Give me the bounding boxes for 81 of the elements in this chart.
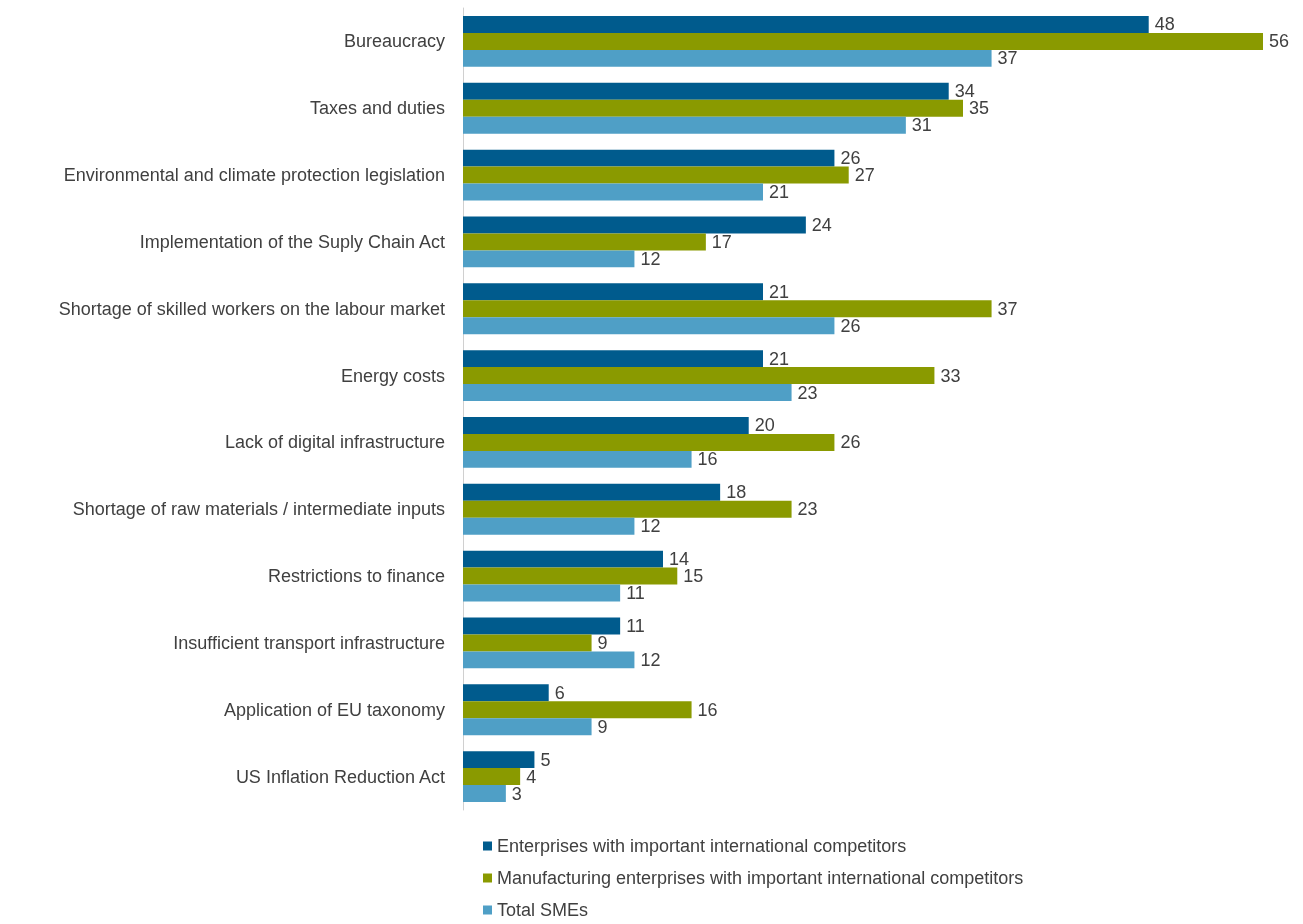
data-label: 16 xyxy=(697,699,718,720)
data-label: 23 xyxy=(797,499,818,520)
bar xyxy=(463,584,621,602)
bar xyxy=(463,617,621,635)
data-label: 9 xyxy=(597,632,608,653)
bar xyxy=(463,483,721,501)
bar xyxy=(463,684,549,702)
data-label: 37 xyxy=(997,48,1018,69)
bar xyxy=(463,384,792,401)
data-label: 12 xyxy=(640,248,661,269)
bar xyxy=(463,216,806,234)
y-tick-label: US Inflation Reduction Act xyxy=(235,766,445,787)
y-tick-label: Insufficient transport infrastructure xyxy=(173,632,445,653)
data-label: 24 xyxy=(811,214,832,235)
bar xyxy=(463,32,1263,50)
bar xyxy=(463,701,692,719)
bar xyxy=(463,149,835,167)
data-label: 17 xyxy=(711,231,732,252)
data-label: 4 xyxy=(526,766,537,787)
bar xyxy=(463,49,992,67)
y-tick-label: Environmental and climate protection legislation xyxy=(63,165,445,186)
bar xyxy=(463,99,963,117)
data-label: 33 xyxy=(940,365,961,386)
y-tick-label: Implementation of the Suply Chain Act xyxy=(139,231,445,252)
bar xyxy=(463,300,992,318)
data-label: 20 xyxy=(754,415,775,436)
data-label: 11 xyxy=(626,583,645,604)
data-label: 21 xyxy=(769,182,790,203)
y-tick-label: Restrictions to finance xyxy=(267,566,445,587)
data-label: 37 xyxy=(997,298,1018,319)
y-tick-label: Lack of digital infrastructure xyxy=(224,432,445,453)
bar xyxy=(463,283,763,301)
bar xyxy=(463,166,849,184)
bar xyxy=(463,634,592,652)
bar xyxy=(463,517,635,535)
legend-label: Total SMEs xyxy=(497,900,589,920)
data-label: 12 xyxy=(640,649,661,670)
bar xyxy=(463,785,506,802)
data-label: 3 xyxy=(511,783,522,804)
bar xyxy=(463,500,792,518)
y-tick-label: Bureaucracy xyxy=(343,31,445,52)
data-label: 21 xyxy=(769,348,790,369)
data-label: 16 xyxy=(697,449,718,470)
bar xyxy=(463,751,535,769)
bar xyxy=(463,433,835,451)
bar xyxy=(463,183,763,201)
data-label: 31 xyxy=(911,115,932,136)
bar xyxy=(463,250,635,268)
bar xyxy=(463,317,835,335)
bar xyxy=(463,16,1149,33)
data-label: 23 xyxy=(797,382,818,403)
bar xyxy=(463,417,749,434)
bar xyxy=(463,550,663,568)
y-tick-label: Taxes and duties xyxy=(309,98,445,119)
data-label: 26 xyxy=(840,432,861,453)
bar xyxy=(463,350,763,368)
bar xyxy=(463,651,635,669)
bar xyxy=(463,82,949,100)
data-label: 9 xyxy=(597,716,608,737)
legend-label: Manufacturing enterprises with important international competitors xyxy=(497,868,1024,888)
data-label: 6 xyxy=(554,682,565,703)
data-label: 18 xyxy=(726,482,747,503)
data-label: 5 xyxy=(540,749,551,770)
bar xyxy=(463,116,906,134)
data-label: 12 xyxy=(640,516,661,537)
y-tick-label: Energy costs xyxy=(340,365,445,386)
bar xyxy=(463,367,935,385)
bar xyxy=(463,567,678,585)
y-tick-label: Application of EU taxonomy xyxy=(223,699,445,720)
data-label: 21 xyxy=(769,281,790,302)
bar xyxy=(463,768,521,786)
bar xyxy=(463,450,692,468)
y-tick-label: Shortage of raw materials / intermediate inputs xyxy=(72,499,445,520)
data-label: 56 xyxy=(1269,31,1290,52)
data-label: 26 xyxy=(840,315,861,336)
y-tick-label: Shortage of skilled workers on the labour market xyxy=(58,298,445,319)
data-label: 48 xyxy=(1154,14,1175,35)
data-label: 11 xyxy=(626,615,645,636)
legend-label: Enterprises with important international competitors xyxy=(497,836,907,856)
bar xyxy=(463,718,592,736)
bar xyxy=(463,233,706,251)
